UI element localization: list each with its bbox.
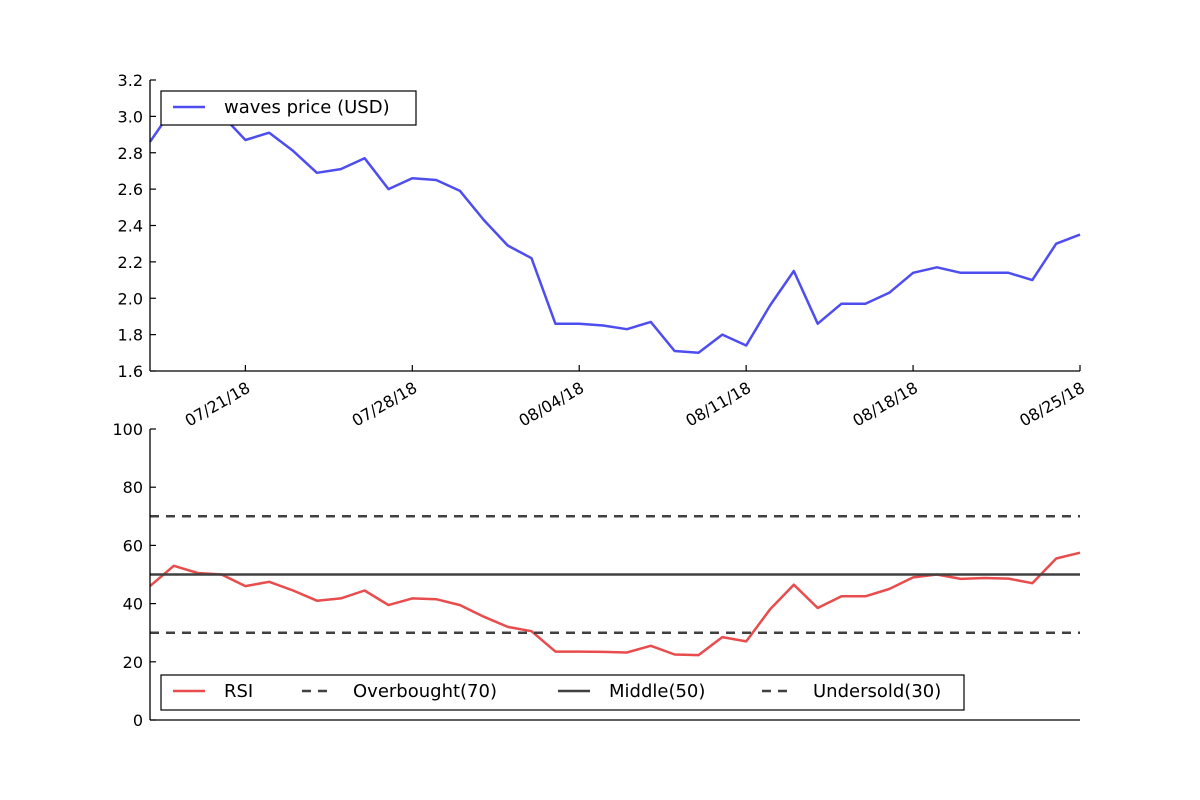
x-tick-label: 08/25/18 — [1016, 378, 1088, 430]
legend-label-1: Overbought(70) — [353, 681, 497, 702]
y-tick-label: 2.8 — [118, 144, 143, 163]
legend-frame — [160, 674, 965, 711]
price-legend: waves price (USD) — [160, 90, 417, 126]
x-tick-label: 07/21/18 — [182, 378, 254, 430]
y-tick-label: 3.2 — [118, 71, 143, 90]
series-line-0 — [149, 551, 1081, 657]
y-tick-label: 60 — [123, 536, 143, 555]
y-tick-label: 2.2 — [118, 253, 143, 272]
y-tick-label: 20 — [123, 653, 143, 672]
x-tick-label: 08/11/18 — [682, 378, 754, 430]
y-tick-label: 1.8 — [118, 326, 143, 345]
y-tick-label: 2.4 — [118, 217, 143, 236]
y-tick-label: 40 — [123, 595, 143, 614]
y-tick-label: 2.0 — [118, 289, 143, 308]
y-tick-label: 100 — [112, 420, 143, 439]
price-chart-panel: 1.6 1.8 2.0 2.2 2.4 2.6 2.8 3.0 3.2 07/21/18 07/28… — [118, 71, 1088, 430]
y-tick-label: 80 — [123, 478, 143, 497]
y-tick-label: 0 — [133, 711, 143, 730]
rsi-legend: RSI Overbought(70) Middle(50) Undersold(30) — [160, 674, 965, 711]
x-tick-label: 08/04/18 — [515, 378, 587, 430]
y-tick-label: 1.6 — [118, 362, 143, 381]
legend-label-0: RSI — [224, 681, 253, 702]
legend-label-2: Middle(50) — [609, 681, 705, 702]
y-tick-label: 3.0 — [118, 107, 143, 126]
legend-label-price: waves price (USD) — [224, 97, 390, 118]
rsi-chart-panel: 0 20 40 60 80 100 RSI Overbought(70) Middle(50) U… — [112, 420, 1081, 730]
x-tick-label: 07/28/18 — [349, 378, 421, 430]
y-tick-label: 2.6 — [118, 180, 143, 199]
legend-label-3: Undersold(30) — [813, 681, 941, 702]
series-line-0 — [148, 104, 1081, 355]
x-tick-label: 08/18/18 — [849, 378, 921, 430]
